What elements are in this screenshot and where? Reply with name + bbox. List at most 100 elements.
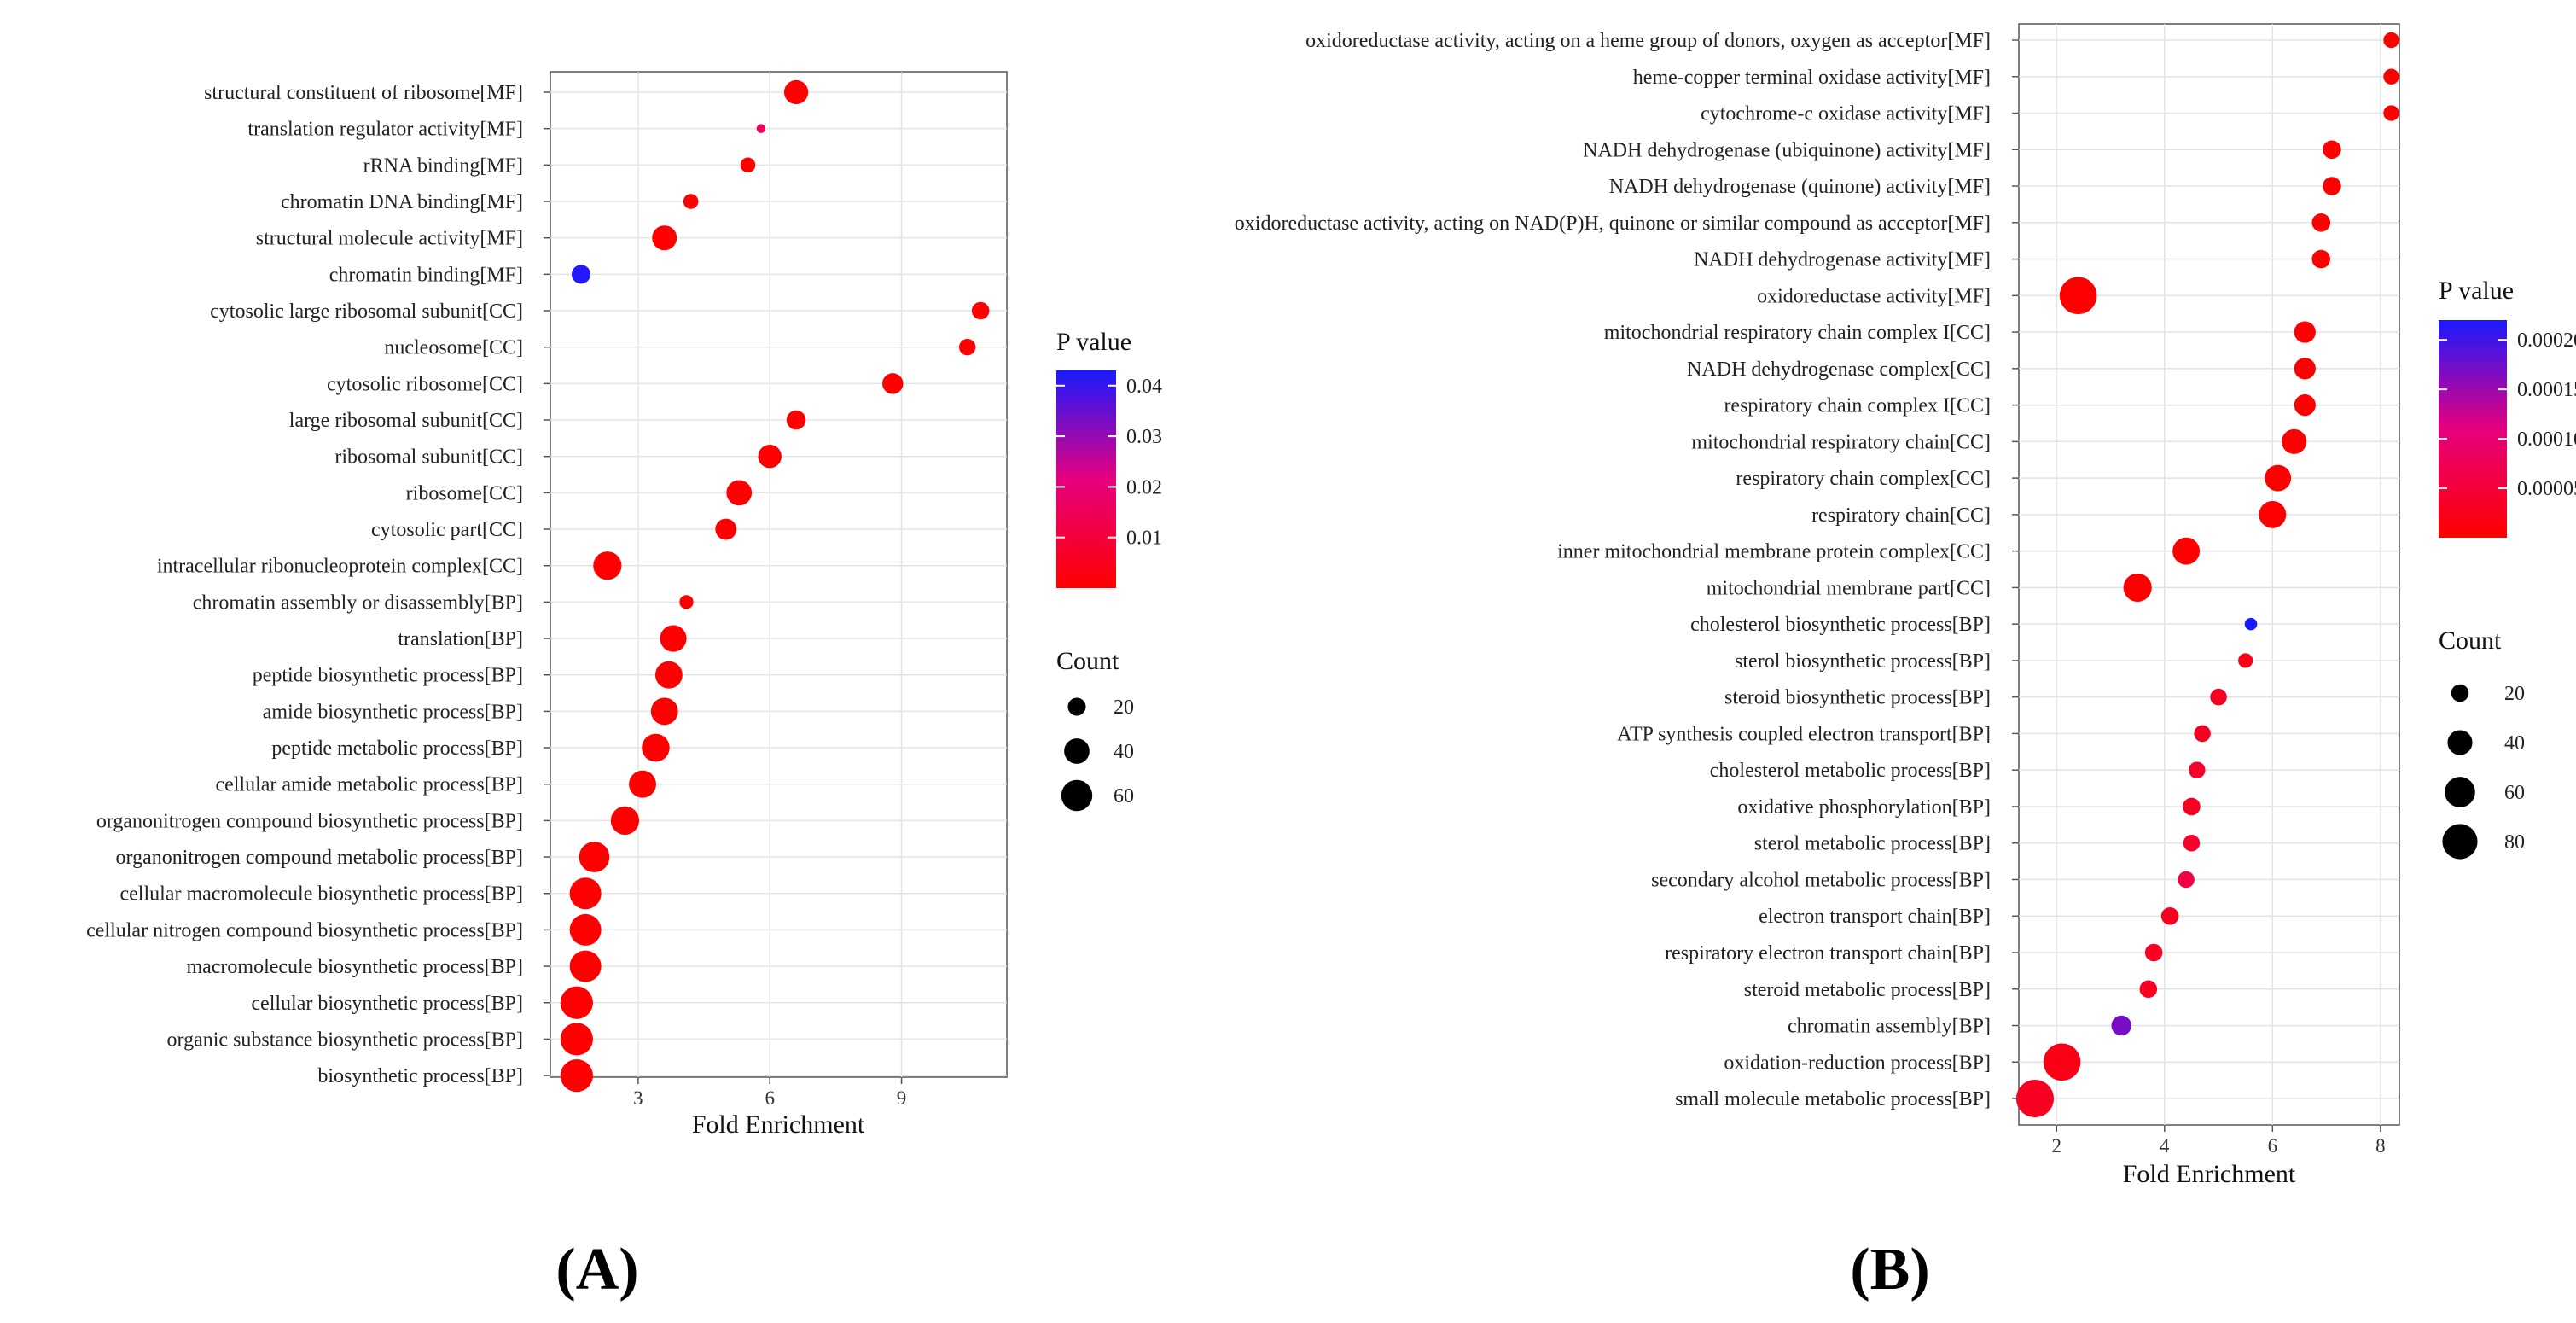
data-point	[2259, 500, 2287, 528]
data-point	[2139, 980, 2158, 999]
x-ticks-a: 3 6 9	[633, 1077, 906, 1109]
x-tick-label: 6	[2268, 1135, 2278, 1157]
term-label: amide biosynthetic process[BP]	[263, 701, 523, 723]
data-point	[560, 1058, 593, 1093]
term-label: macromolecule biosynthetic process[BP]	[186, 956, 523, 978]
data-point	[2183, 834, 2201, 852]
term-label: sterol biosynthetic process[BP]	[1735, 650, 1991, 673]
pvalue-colorbar-b	[2439, 320, 2507, 538]
term-label: chromatin DNA binding[MF]	[281, 191, 523, 213]
x-tick-label: 6	[765, 1087, 775, 1109]
grid-a	[550, 72, 1007, 1077]
term-label: NADH dehydrogenase activity[MF]	[1694, 249, 1991, 271]
term-label: NADH dehydrogenase (quinone) activity[MF…	[1609, 176, 1991, 198]
data-point	[2189, 761, 2206, 778]
data-point	[569, 877, 602, 910]
count-legend-title-a: Count	[1056, 647, 1119, 675]
term-label: sterol metabolic process[BP]	[1754, 833, 1991, 855]
data-point	[959, 339, 976, 356]
term-label: chromatin assembly[BP]	[1788, 1016, 1991, 1038]
data-point	[786, 410, 806, 430]
count-legend-dot	[2447, 730, 2473, 755]
data-point	[683, 194, 699, 209]
data-point	[715, 518, 737, 540]
count-legend-dot	[1061, 779, 1093, 812]
x-tick-label: 4	[2160, 1135, 2170, 1157]
panel-label-a: (A)	[555, 1237, 638, 1303]
colorbar-tick-label: 0.01	[1126, 527, 1162, 550]
panel-label-b: (B)	[1850, 1237, 1929, 1303]
data-point	[2265, 464, 2292, 492]
data-point	[652, 225, 677, 251]
pvalue-legend-title-a: P value	[1056, 328, 1131, 356]
x-tick-label: 2	[2052, 1135, 2062, 1157]
term-label: mitochondrial respiratory chain complex …	[1604, 322, 1991, 344]
data-point	[971, 301, 990, 320]
data-point	[2323, 140, 2341, 160]
points-b	[2015, 32, 2399, 1118]
term-label: small molecule metabolic process[BP]	[1675, 1088, 1991, 1110]
x-tick-label: 9	[897, 1087, 907, 1109]
data-point	[679, 595, 694, 609]
term-label: cellular nitrogen compound biosynthetic …	[86, 919, 523, 941]
term-label: chromatin binding[MF]	[329, 264, 523, 286]
term-label: ribosomal subunit[CC]	[334, 446, 523, 469]
count-legend-label: 60	[2504, 782, 2525, 804]
colorbar-tick-label: 0.04	[1126, 376, 1162, 398]
colorbar-tick-label: 0.03	[1126, 426, 1162, 448]
data-point	[2238, 653, 2253, 668]
data-point	[593, 551, 622, 580]
data-point	[569, 950, 602, 982]
term-labels-a: structural constituent of ribosome[MF] tr…	[86, 82, 550, 1087]
chart-panel-a: structural constituent of ribosome[MF] tr…	[86, 71, 1162, 1139]
data-point	[2294, 321, 2316, 343]
term-label: chromatin assembly or disassembly[BP]	[193, 592, 523, 614]
data-point	[2059, 277, 2097, 315]
term-label: translation regulator activity[MF]	[247, 119, 523, 141]
term-label: oxidoreductase activity, acting on NAD(P…	[1235, 213, 1991, 235]
term-label: respiratory chain complex I[CC]	[1724, 395, 1991, 417]
term-label: oxidative phosphorylation[BP]	[1737, 796, 1991, 819]
term-label: peptide biosynthetic process[BP]	[253, 665, 523, 687]
x-axis-label-b: Fold Enrichment	[2123, 1160, 2296, 1188]
data-point	[726, 480, 753, 506]
count-legend-label: 80	[2504, 831, 2525, 854]
data-point	[650, 697, 678, 726]
count-legend-dot	[2442, 824, 2478, 860]
data-point	[660, 625, 687, 652]
term-label: ATP synthesis coupled electron transport…	[1617, 723, 1991, 745]
data-point	[2183, 797, 2201, 816]
data-point	[2311, 249, 2331, 269]
term-label: inner mitochondrial membrane protein com…	[1557, 541, 1991, 563]
count-legend-label: 40	[1114, 741, 1134, 763]
points-a	[560, 79, 990, 1093]
pvalue-legend-title-b: P value	[2439, 277, 2514, 305]
term-label: cellular macromolecule biosynthetic proc…	[119, 883, 523, 906]
data-point	[2144, 943, 2163, 962]
count-legend-b: 20 40 60 80	[2442, 683, 2525, 860]
term-label: organonitrogen compound metabolic proces…	[116, 847, 523, 869]
data-point	[756, 124, 766, 133]
term-label: rRNA binding[MF]	[363, 154, 523, 177]
data-point	[579, 842, 610, 872]
data-point	[610, 806, 640, 836]
term-label: respiratory chain[CC]	[1811, 504, 1991, 527]
term-label: structural molecule activity[MF]	[256, 228, 523, 250]
data-point	[571, 265, 591, 284]
term-label: organonitrogen compound biosynthetic pro…	[96, 810, 523, 832]
term-label: ribosome[CC]	[406, 482, 523, 504]
term-labels-b: oxidoreductase activity, acting on a hem…	[1235, 30, 2019, 1110]
data-point	[2178, 871, 2195, 889]
count-legend-a: 20 40 60	[1061, 696, 1134, 812]
data-point	[629, 770, 656, 798]
count-legend-label: 20	[1114, 696, 1134, 719]
count-legend-dot	[1064, 738, 1090, 764]
data-point	[2043, 1043, 2081, 1081]
data-point	[2123, 573, 2152, 602]
pvalue-colorbar-a	[1056, 370, 1116, 588]
data-point	[642, 733, 670, 762]
term-label: nucleosome[CC]	[384, 337, 523, 359]
